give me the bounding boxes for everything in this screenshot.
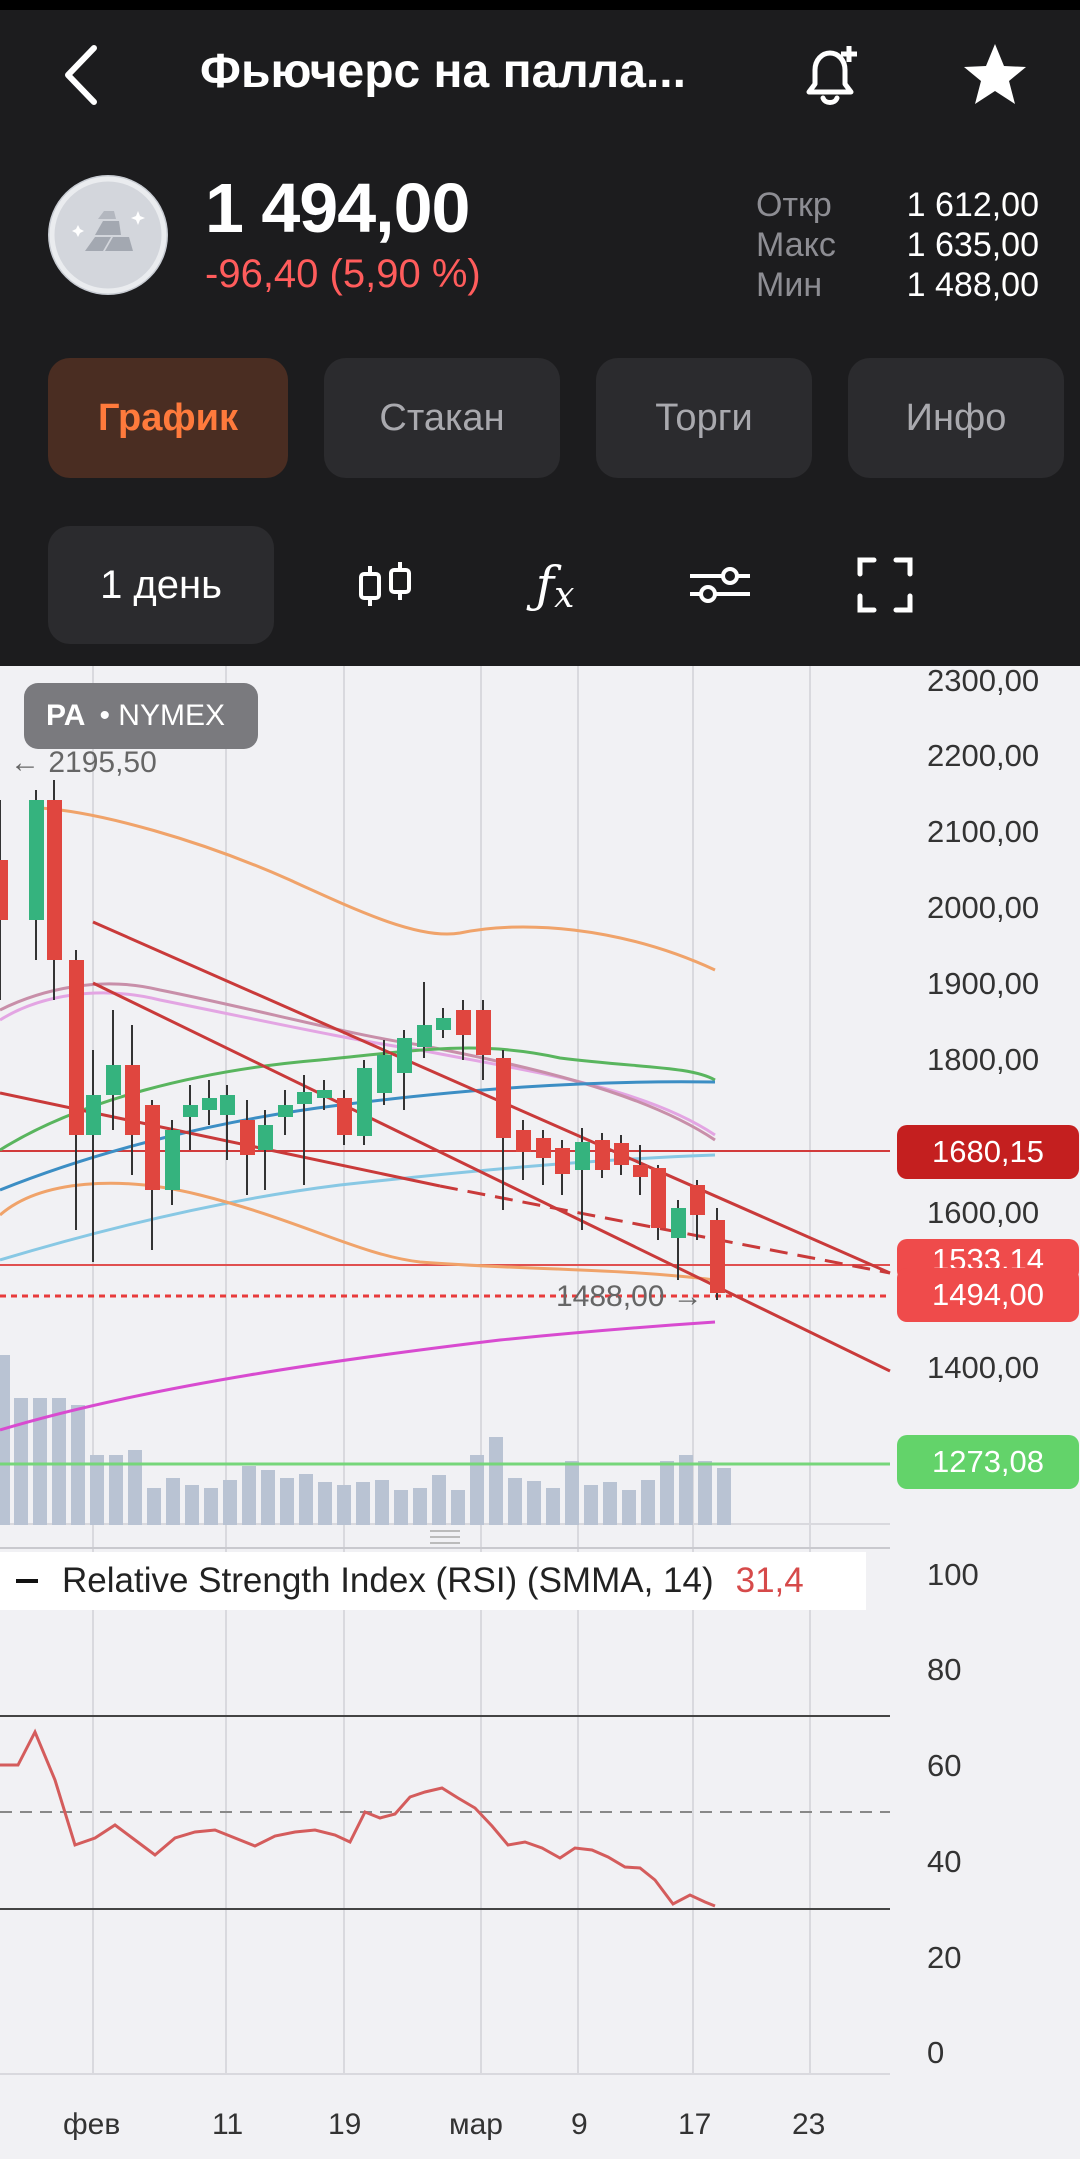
collapse-icon[interactable] (16, 1579, 38, 1583)
candlesticks (0, 780, 725, 1300)
rsi-axis-label: 20 (927, 1940, 962, 1975)
x-axis-label: 11 (212, 2108, 244, 2141)
y-axis-label: 2300,00 (927, 663, 1040, 698)
stat-label-open: Откр (756, 186, 832, 224)
x-axis-label: 9 (571, 2108, 588, 2141)
tab-info[interactable]: Инфо (848, 358, 1064, 478)
exchange-label: • NYMEX (99, 699, 225, 732)
y-axis-label: 2000,00 (927, 890, 1040, 925)
price-label-current: 1494,00 (897, 1268, 1079, 1322)
period-selector[interactable]: 1 день (48, 526, 274, 644)
rsi-axis-label: 80 (927, 1652, 962, 1687)
price-label-1680: 1680,15 (897, 1125, 1079, 1179)
tab-chart[interactable]: График (48, 358, 288, 478)
ticker-label: PA (46, 699, 86, 732)
rsi-axis-label: 40 (927, 1844, 962, 1879)
stat-label-high: Макс (756, 226, 836, 264)
instrument-badge[interactable]: PA • NYMEX (24, 683, 258, 749)
volume-bars (0, 1355, 731, 1525)
y-axis-label: 1600,00 (927, 1195, 1040, 1230)
day-stats: Откр 1 612,00 Макс 1 635,00 Мин 1 488,00 (756, 185, 1039, 305)
settings-sliders-icon[interactable] (682, 526, 758, 644)
y-axis-label: 2200,00 (927, 738, 1040, 773)
tab-order-book[interactable]: Стакан (324, 358, 560, 478)
candlestick-icon[interactable] (350, 526, 420, 644)
price-change: -96,40 (5,90 %) (205, 252, 481, 296)
stat-value-open: 1 612,00 (906, 186, 1039, 224)
max-price-marker: ← 2195,50 (10, 746, 157, 779)
stat-value-low: 1 488,00 (906, 266, 1039, 304)
stat-label-low: Мин (756, 266, 823, 304)
trend-channel (0, 920, 891, 1373)
back-icon[interactable] (58, 40, 108, 110)
tab-trades[interactable]: Торги (596, 358, 812, 478)
instrument-logo (48, 175, 168, 295)
min-price-marker: 1488,00 → (556, 1280, 703, 1313)
x-axis-label: 17 (678, 2108, 712, 2141)
bell-plus-icon[interactable] (795, 40, 865, 110)
x-axis-label: мар (449, 2108, 503, 2141)
y-axis-label: 1800,00 (927, 1042, 1040, 1077)
rsi-value: 31,4 (735, 1561, 804, 1600)
rsi-axis-label: 100 (927, 1557, 979, 1592)
stat-value-high: 1 635,00 (906, 226, 1039, 264)
price-label-1273: 1273,08 (897, 1435, 1079, 1489)
rsi-axis-label: 60 (927, 1748, 962, 1783)
x-axis-label: фев (63, 2108, 121, 2141)
rsi-pane (0, 1715, 890, 1910)
y-axis-label: 2100,00 (927, 814, 1040, 849)
favorite-star-icon[interactable] (960, 40, 1030, 110)
x-axis-label: 19 (328, 2108, 362, 2141)
pane-resize-handle[interactable] (0, 1530, 890, 1549)
rsi-legend[interactable]: Relative Strength Index (RSI) (SMMA, 14)… (0, 1552, 866, 1610)
status-bar (0, 0, 1080, 10)
page-title: Фьючерс на палла... (200, 45, 686, 98)
current-price: 1 494,00 (205, 169, 470, 247)
price-chart[interactable] (0, 666, 1080, 2159)
y-axis-label: 1900,00 (927, 966, 1040, 1001)
y-axis-label: 1400,00 (927, 1350, 1040, 1385)
rsi-axis-label: 0 (927, 2035, 945, 2070)
fullscreen-icon[interactable] (850, 526, 920, 644)
rsi-name: Relative Strength Index (RSI) (SMMA, 14) (62, 1561, 714, 1600)
x-axis-label: 23 (792, 2108, 826, 2141)
chart-gridlines (0, 666, 890, 2075)
